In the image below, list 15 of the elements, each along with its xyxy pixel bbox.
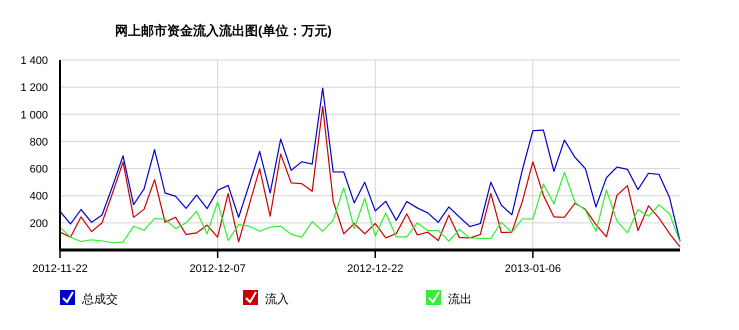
y-tick-label: 1 200 (20, 82, 48, 94)
x-tick-label: 2012-12-22 (347, 263, 404, 275)
y-tick-label: 1 000 (20, 109, 48, 122)
x-tick-label: 2013-01-06 (504, 263, 562, 275)
legend-label: 流入 (265, 292, 289, 306)
y-tick-label: 400 (30, 190, 48, 203)
y-tick-label: 200 (30, 218, 48, 230)
chart-title: 网上邮市资金流入流出图(单位：万元) (115, 23, 332, 38)
legend-label: 流出 (448, 292, 472, 306)
x-tick-label: 2012-12-07 (189, 263, 246, 275)
y-tick-label: 600 (30, 164, 48, 176)
x-tick-label: 2012-11-22 (32, 263, 88, 275)
y-tick-label: 1 400 (20, 55, 48, 67)
y-tick-label: 800 (30, 136, 48, 148)
legend-label: 总成交 (81, 292, 118, 306)
